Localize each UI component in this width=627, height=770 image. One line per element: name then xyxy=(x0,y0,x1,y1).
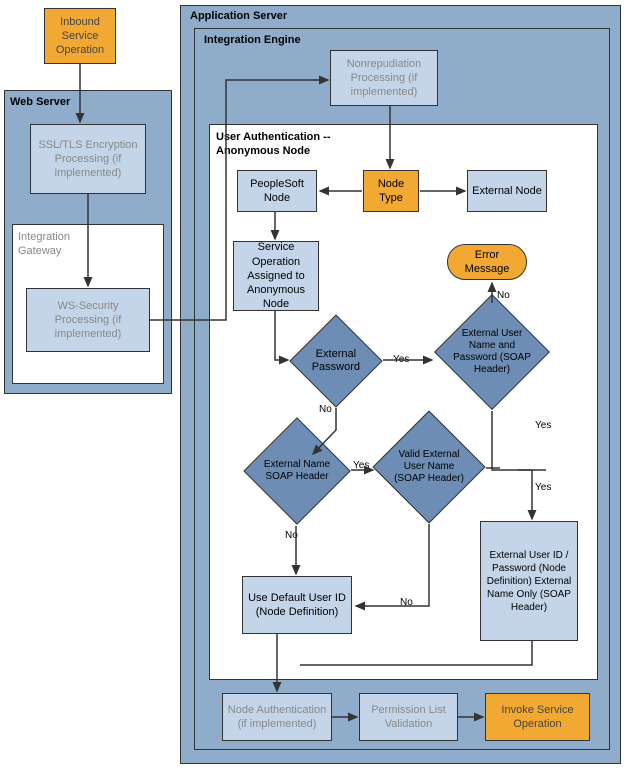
lbl-no-2: No xyxy=(285,530,298,541)
svcop-label: Service Operation Assigned to Anonymous … xyxy=(238,240,314,311)
nodetype-label: Node Type xyxy=(368,177,414,206)
userauth-label: User Authentication -- Anonymous Node xyxy=(216,130,386,159)
psnode-label: PeopleSoft Node xyxy=(242,177,312,206)
ws-node: WS-Security Processing (if implemented) xyxy=(26,288,150,352)
extnode-node: External Node xyxy=(467,170,547,212)
inbound-label: Inbound Service Operation xyxy=(49,15,111,58)
intgateway-label: Integration Gateway xyxy=(18,230,98,259)
defaultuser-node: Use Default User ID (Node Definition) xyxy=(242,576,352,634)
lbl-no-3: No xyxy=(400,597,413,608)
error-node: Error Message xyxy=(447,244,527,280)
nonrep-label: Nonrepudiation Processing (if implemente… xyxy=(335,57,433,100)
extpwd-label: External Password xyxy=(304,348,368,374)
validext-label: Valid External User Name (SOAP Header) xyxy=(390,449,468,485)
extuseridpwd-label: External User ID / Password (Node Defini… xyxy=(485,549,573,614)
lbl-yes-3: Yes xyxy=(535,420,551,431)
psnode-node: PeopleSoft Node xyxy=(237,170,317,212)
nodeauth-node: Node Authentication (if implemented) xyxy=(222,693,332,741)
extnode-label: External Node xyxy=(472,184,542,198)
inbound-node: Inbound Service Operation xyxy=(44,8,116,64)
ssl-node: SSL/TLS Encryption Processing (if implem… xyxy=(30,124,146,194)
extuseridpwd-node: External User ID / Password (Node Defini… xyxy=(480,521,578,641)
nodetype-node: Node Type xyxy=(363,170,419,212)
invoke-node: Invoke Service Operation xyxy=(485,693,590,741)
ws-label: WS-Security Processing (if implemented) xyxy=(31,299,145,342)
lbl-yes-2: Yes xyxy=(353,460,369,471)
lbl-no-error: No xyxy=(497,290,510,301)
permlist-label: Permission List Validation xyxy=(364,703,453,732)
lbl-yes-3b: Yes xyxy=(535,482,551,493)
appserver-label: Application Server xyxy=(190,10,287,22)
defaultuser-label: Use Default User ID (Node Definition) xyxy=(247,591,347,620)
lbl-no-1: No xyxy=(319,404,332,415)
svcop-node: Service Operation Assigned to Anonymous … xyxy=(233,241,319,311)
permlist-node: Permission List Validation xyxy=(359,693,458,741)
invoke-label: Invoke Service Operation xyxy=(490,703,585,732)
extuserpwd-label: External User Name and Password (SOAP He… xyxy=(452,328,532,376)
ssl-label: SSL/TLS Encryption Processing (if implem… xyxy=(35,138,141,181)
webserver-label: Web Server xyxy=(10,96,70,108)
error-label: Error Message xyxy=(452,248,522,277)
lbl-yes-1: Yes xyxy=(393,354,409,365)
int-engine-label: Integration Engine xyxy=(204,34,301,46)
nodeauth-label: Node Authentication (if implemented) xyxy=(227,703,327,732)
extnamesoap-label: External Name SOAP Header xyxy=(260,459,334,483)
nonrep-node: Nonrepudiation Processing (if implemente… xyxy=(330,50,438,106)
